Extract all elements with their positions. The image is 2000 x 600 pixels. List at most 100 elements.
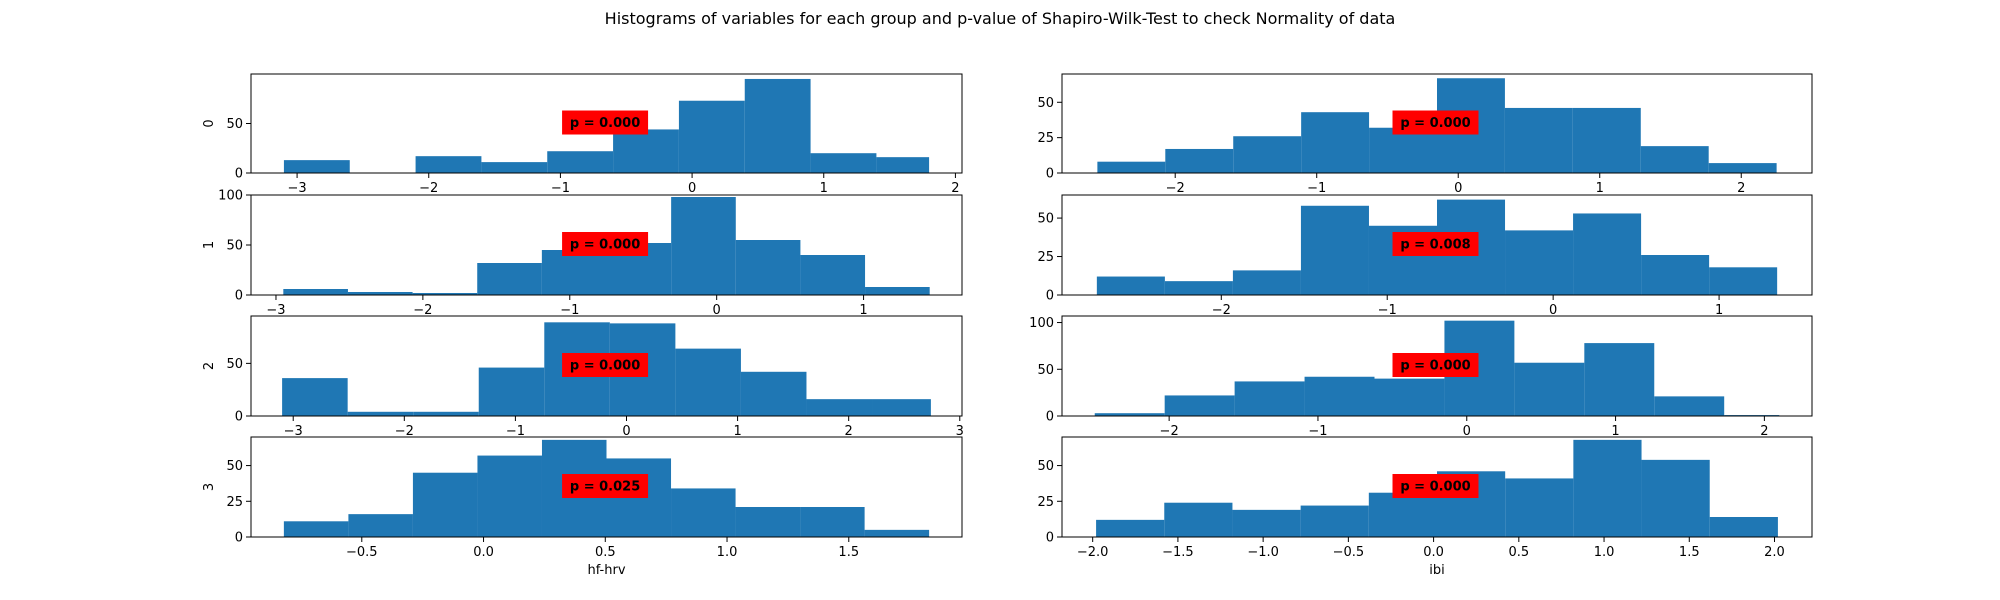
histogram-bar [1234,381,1305,416]
axes-frame [250,315,963,417]
histogram-bar [1300,505,1369,537]
y-tick-label: 50 [226,357,243,372]
axes-frame [1061,73,1813,174]
x-tick-label: 1.5 [838,545,859,560]
x-tick-label: 0.5 [1508,545,1529,560]
x-tick-label: 0.0 [473,545,494,560]
histogram-bar [740,371,807,416]
x-tick-label: 2 [1737,181,1745,196]
x-tick-label: 0.0 [1423,545,1444,560]
x-tick-label: −1 [551,181,570,196]
histogram-bar [283,289,348,295]
x-tick-label: −0.5 [346,545,378,560]
p-value-label: p = 0.025 [570,480,640,495]
histogram-bar [1300,205,1369,295]
histogram-bar [1165,148,1234,173]
histogram-bar [415,156,482,173]
p-value-box [562,474,649,498]
histogram-bar [1572,107,1641,173]
x-tick-label: 0 [1463,424,1471,439]
histogram-bar [1640,146,1709,173]
x-tick-label: 1 [733,424,741,439]
y-tick-label: 0 [235,531,243,546]
histogram-bar [1573,213,1642,295]
x-tick-label: 0 [1549,303,1557,318]
histogram-bar [1164,395,1235,416]
x-tick-label: 1 [1611,424,1619,439]
histogram-bar [671,197,736,295]
y-tick-label: 50 [226,239,243,254]
histogram-bar [800,507,865,537]
x-tick-label: −0.5 [1333,545,1365,560]
histogram-bar [735,240,801,295]
histogram-bar [347,292,413,295]
y-tick-label: 50 [1037,459,1054,474]
p-value-label: p = 0.000 [570,359,640,374]
x-tick-label: 1 [820,181,828,196]
group-label: 2 [202,362,217,370]
x-tick-label: −3 [287,181,306,196]
y-tick-label: 25 [1037,495,1054,510]
y-tick-label: 100 [1029,316,1054,331]
histogram-bar [864,529,930,537]
histogram-bar [1654,396,1725,416]
x-tick-label: 2.0 [1764,545,1785,560]
histogram-bar [1709,517,1778,537]
x-tick-label: −1 [1378,303,1397,318]
axes-frame [1061,315,1813,417]
histogram-bar [1369,127,1437,173]
histogram-bar [541,250,607,295]
x-tick-label: 0 [622,424,630,439]
y-tick-label: 100 [218,189,243,204]
histogram-bar [413,411,479,416]
histogram-bar [547,151,614,173]
group-label: 1 [202,241,217,249]
histogram-bar [348,514,413,537]
x-tick-label: 1.0 [717,545,738,560]
x-tick-label: 1 [859,303,867,318]
histogram-bar [477,455,542,537]
p-value-box [562,232,649,256]
histogram-bar [1514,362,1585,416]
x-tick-label: 0 [713,303,721,318]
histogram-bar [1164,281,1233,295]
histogram-bar [735,507,801,537]
y-tick-label: 0 [235,289,243,304]
x-tick-label: 1.0 [1594,545,1615,560]
histogram-bar [678,100,745,173]
axes-frame [1061,436,1813,538]
p-value-label: p = 0.000 [1400,116,1470,131]
p-value-box [1392,353,1479,377]
y-tick-label: 50 [226,117,243,132]
y-tick-label: 50 [1037,96,1054,111]
histogram-bar [1164,502,1233,537]
group-label: 0 [202,119,217,127]
x-tick-label: −1.5 [1162,545,1194,560]
histogram-bar [481,162,548,173]
y-tick-label: 0 [1046,531,1054,546]
x-tick-label: −1 [1308,424,1327,439]
x-tick-label: −2.0 [1077,545,1109,560]
p-value-label: p = 0.000 [570,238,640,253]
x-tick-label: 1.5 [1679,545,1700,560]
x-tick-label: −1 [1307,181,1326,196]
y-tick-label: 0 [235,167,243,182]
histogram-bar [671,488,736,537]
p-value-box [1392,110,1479,135]
x-tick-label: −3 [284,424,303,439]
y-tick-label: 25 [1037,131,1054,146]
histogram-bar [1096,519,1165,537]
histogram-bar [1504,107,1573,173]
histogram-bar [806,399,873,416]
histogram-bar [1505,478,1574,537]
histogram-bar [1641,255,1710,295]
histogram-bar [1641,459,1710,537]
histogram-bar [1301,112,1370,173]
x-tick-label: −1 [560,303,579,318]
y-tick-label: 0 [1046,289,1054,304]
x-axis-label: hf-hrv [587,563,625,578]
histogram-bar [1232,509,1301,537]
histogram-bar [876,157,930,173]
x-tick-label: −2 [1212,303,1231,318]
